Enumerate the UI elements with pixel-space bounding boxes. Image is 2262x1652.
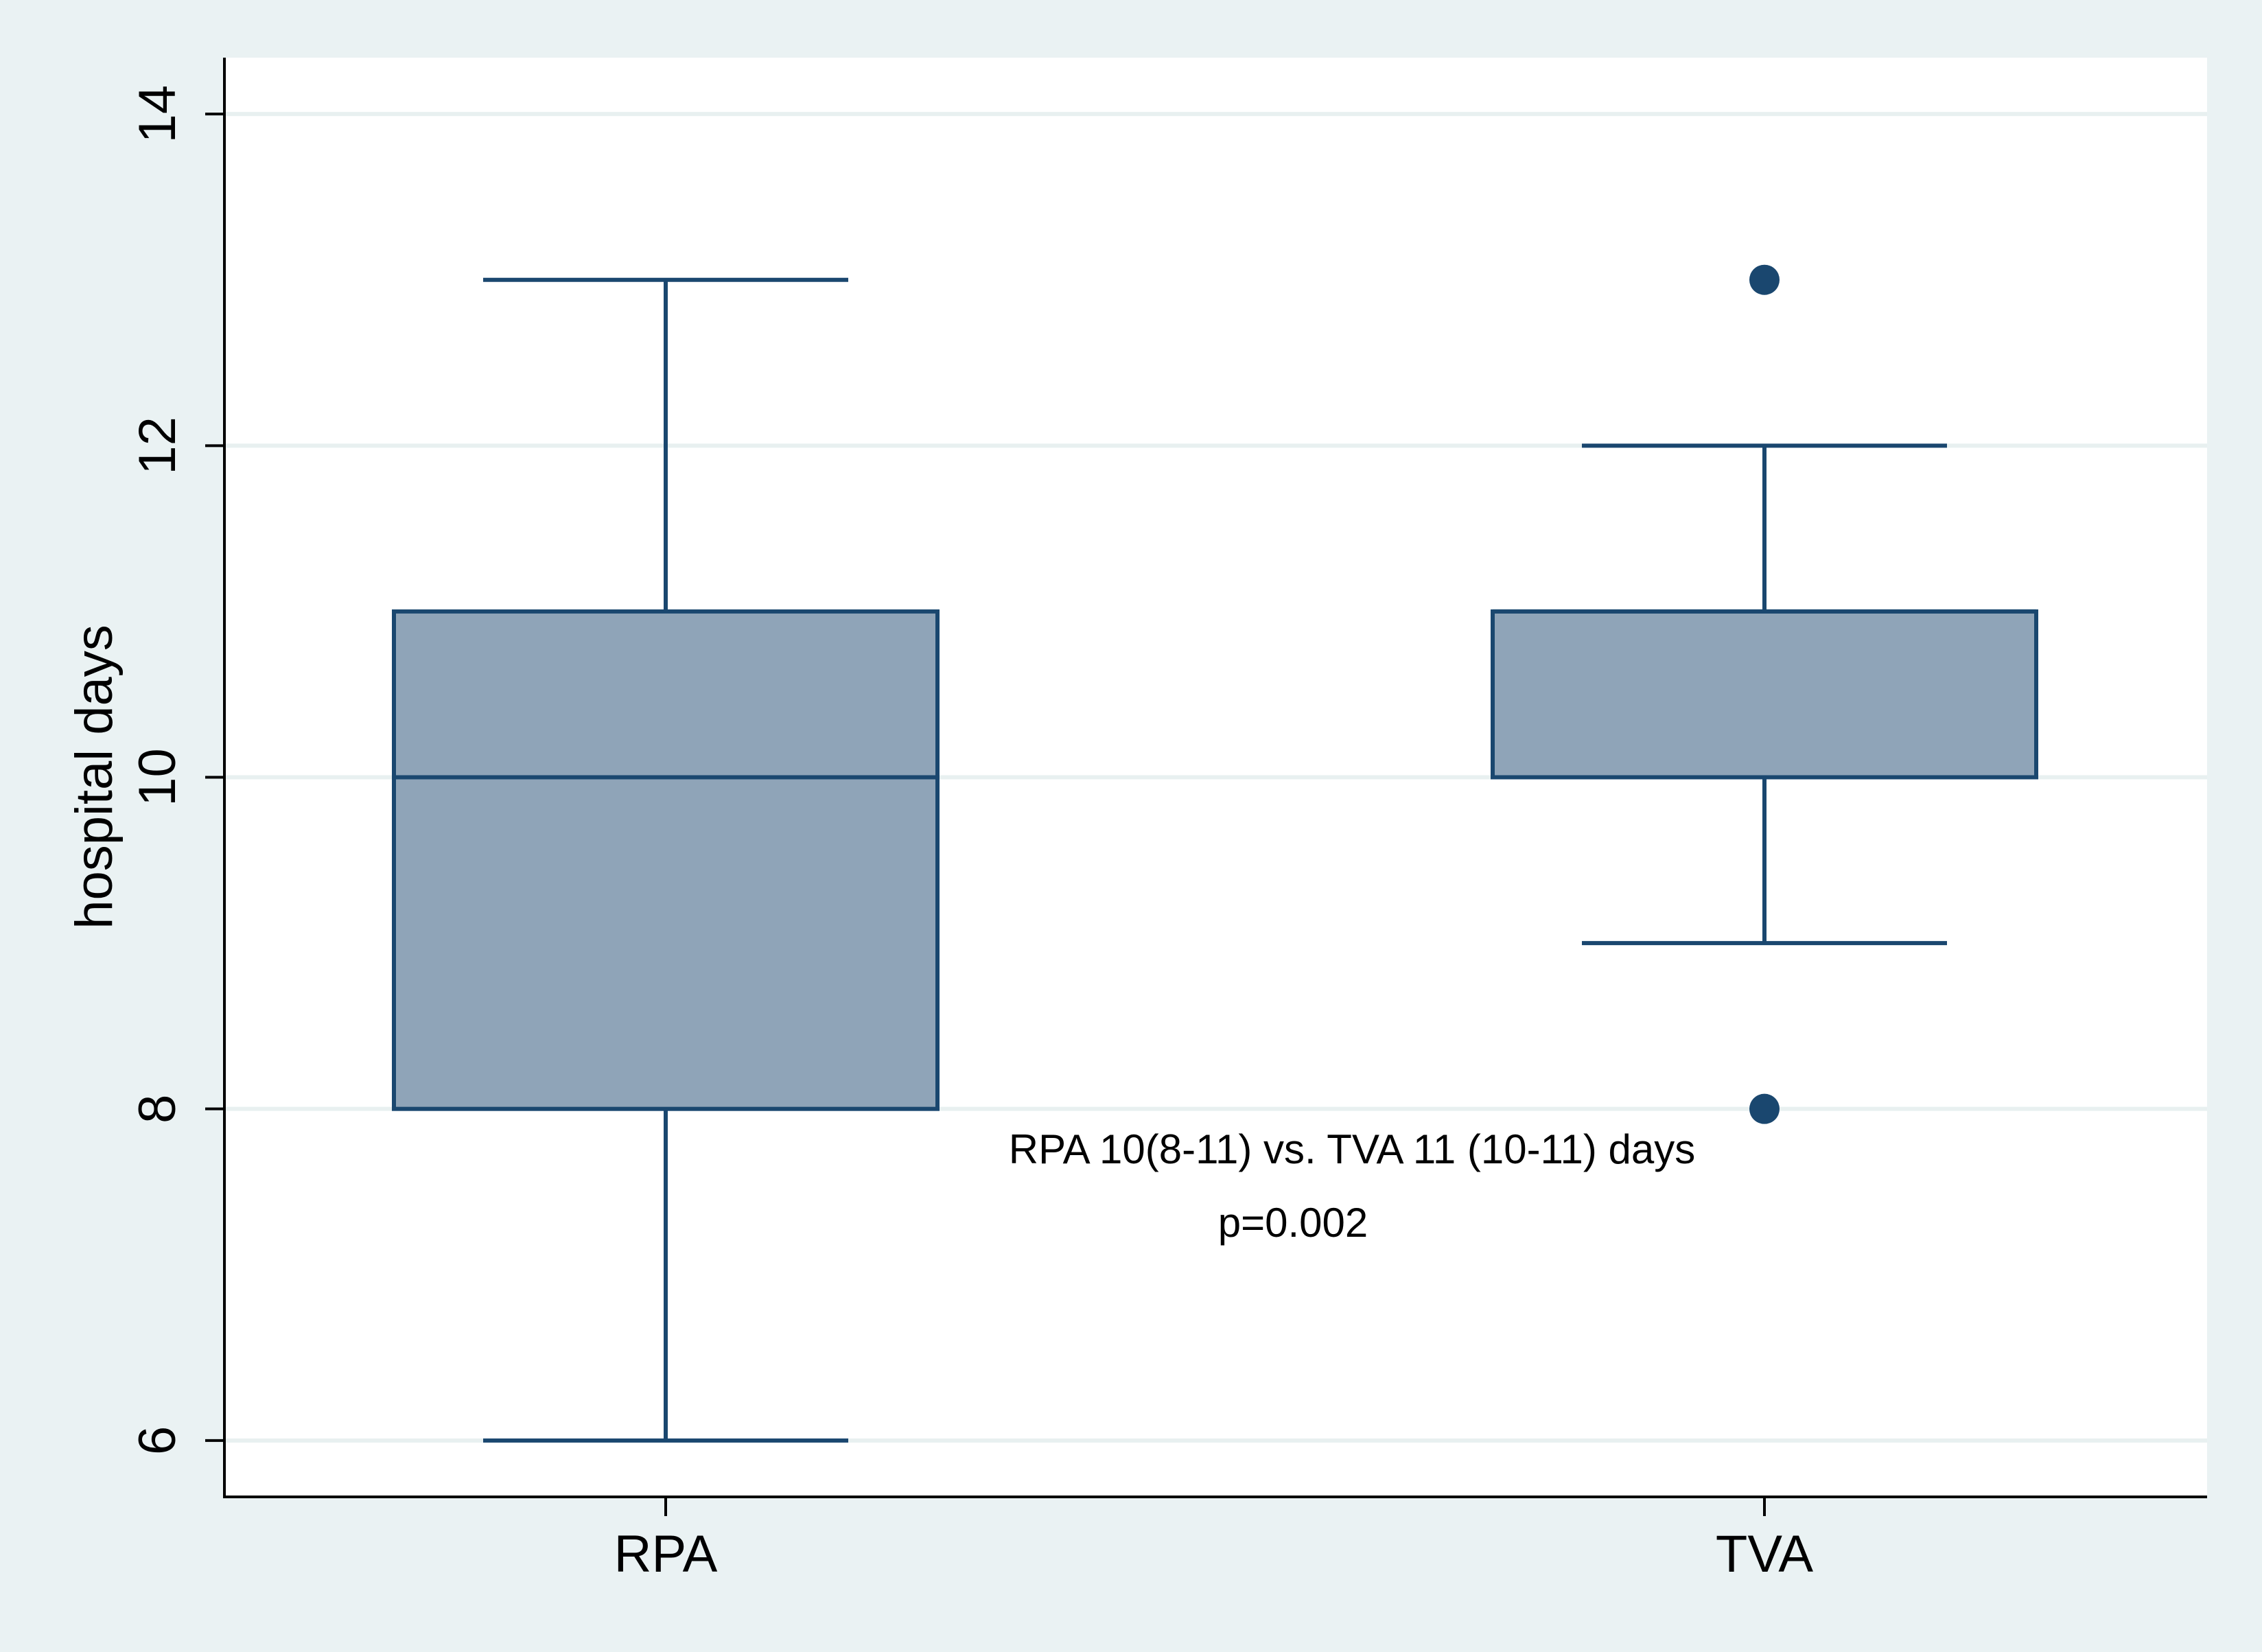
outlier-point <box>1749 1093 1780 1124</box>
box-series <box>392 264 2038 1443</box>
iqr-box <box>392 609 940 1111</box>
axes: 6 8 10 12 14 RPA TVA <box>128 58 2207 1583</box>
iqr-box <box>1491 609 2038 780</box>
box-group-tva <box>1491 264 2038 1124</box>
y-tick-label: 6 <box>128 1426 187 1455</box>
y-axis-title: hospital days <box>65 625 124 929</box>
box-group-rpa <box>392 277 940 1443</box>
y-tick-label: 10 <box>128 748 187 806</box>
y-tick-label: 12 <box>128 417 187 475</box>
x-tick-label: TVA <box>1716 1525 1813 1583</box>
annotation-p-value: p=0.002 <box>1218 1200 1368 1246</box>
x-tick-label: RPA <box>614 1525 718 1583</box>
annotation-comparison: RPA 10(8-11) vs. TVA 11 (10-11) days <box>1009 1126 1695 1172</box>
y-tick-label: 8 <box>128 1095 187 1124</box>
y-tick-label: 14 <box>128 85 187 143</box>
outlier-point <box>1749 264 1780 295</box>
